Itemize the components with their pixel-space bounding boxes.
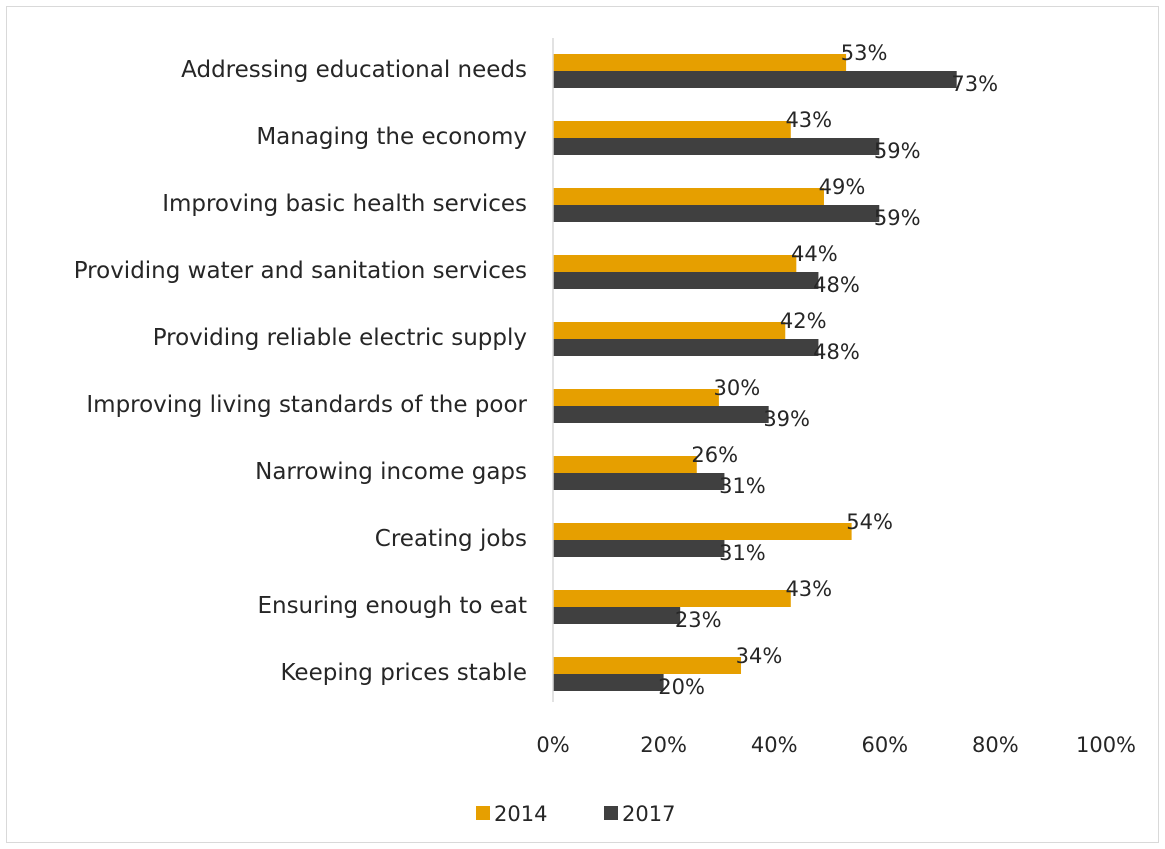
bar-2017	[553, 406, 769, 423]
data-label-2014: 43%	[785, 577, 832, 601]
data-label-2017: 31%	[719, 541, 766, 565]
category-label: Providing reliable electric supply	[153, 325, 527, 351]
data-label-2014: 30%	[714, 376, 761, 400]
data-label-2014: 49%	[819, 175, 866, 199]
x-tick-label: 60%	[861, 733, 908, 757]
x-tick-labels: 0% 20% 40% 60% 80% 100%	[536, 733, 1136, 757]
category-label: Creating jobs	[375, 526, 527, 552]
category-label: Managing the economy	[256, 124, 527, 150]
bar-2014	[553, 456, 697, 473]
category-labels: Addressing educational needs Managing the…	[74, 57, 528, 686]
category-label: Providing water and sanitation services	[74, 258, 527, 284]
bar-2017	[553, 674, 664, 691]
x-tick-label: 80%	[972, 733, 1019, 757]
legend-swatch-2017	[604, 806, 618, 820]
bar-2017	[553, 540, 725, 557]
legend-label-2014: 2014	[494, 802, 547, 826]
x-tick-label: 100%	[1076, 733, 1136, 757]
data-label-2017: 23%	[675, 608, 722, 632]
x-tick-label: 40%	[751, 733, 798, 757]
category-label: Addressing educational needs	[181, 57, 527, 83]
legend-label-2017: 2017	[622, 802, 675, 826]
bar-2014	[553, 590, 791, 607]
category-label: Narrowing income gaps	[255, 459, 527, 485]
data-label-2017: 59%	[874, 139, 921, 163]
bar-2014	[553, 188, 824, 205]
legend: 2014 2017	[476, 802, 675, 826]
bar-2017	[553, 71, 957, 88]
category-label: Improving basic health services	[162, 191, 527, 217]
legend-swatch-2014	[476, 806, 490, 820]
bar-2017	[553, 138, 880, 155]
value-labels: 53% 73% 43% 59% 49% 59% 44% 48% 42% 48% 30%39% 26% 3…	[658, 41, 998, 699]
bar-2017	[553, 272, 819, 289]
bar-2017	[553, 205, 880, 222]
data-label-2017: 31%	[719, 474, 766, 498]
data-label-2017: 20%	[658, 675, 705, 699]
bar-2014	[553, 389, 719, 406]
data-label-2017: 39%	[763, 407, 810, 431]
data-label-2014: 26%	[691, 443, 738, 467]
x-tick-label: 20%	[640, 733, 687, 757]
category-label: Improving living standards of the poor	[86, 392, 527, 418]
bar-2014	[553, 523, 852, 540]
data-label-2014: 42%	[780, 309, 827, 333]
bar-2014	[553, 255, 797, 272]
data-label-2017: 73%	[951, 72, 998, 96]
bars	[553, 54, 957, 691]
data-label-2017: 48%	[813, 273, 860, 297]
data-label-2014: 53%	[841, 41, 888, 65]
data-label-2017: 59%	[874, 206, 921, 230]
data-label-2014: 34%	[736, 644, 783, 668]
bar-2017	[553, 473, 725, 490]
bar-2017	[553, 607, 681, 624]
data-label-2014: 54%	[846, 510, 893, 534]
bar-2014	[553, 322, 786, 339]
x-tick-label: 0%	[536, 733, 569, 757]
category-label: Ensuring enough to eat	[257, 593, 527, 619]
bar-2017	[553, 339, 819, 356]
data-label-2014: 43%	[785, 108, 832, 132]
data-label-2017: 48%	[813, 340, 860, 364]
category-label: Keeping prices stable	[281, 660, 528, 686]
data-label-2014: 44%	[791, 242, 838, 266]
bar-2014	[553, 657, 742, 674]
bar-2014	[553, 54, 847, 71]
bar-2014	[553, 121, 791, 138]
